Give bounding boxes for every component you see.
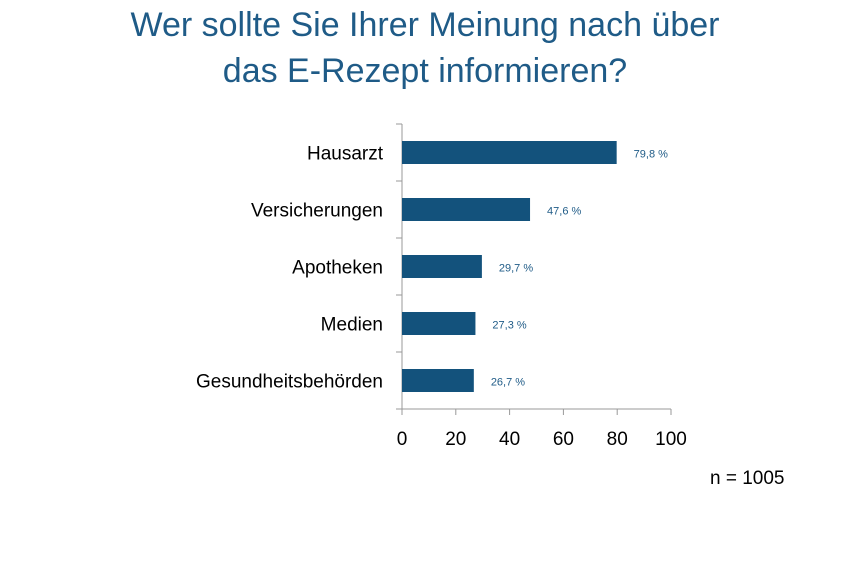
title-line-1: Wer sollte Sie Ihrer Meinung nach über (130, 6, 720, 44)
x-tick-label: 0 (397, 429, 408, 450)
data-label: 79,8 % (634, 149, 668, 161)
bar (402, 312, 476, 335)
data-label: 47,6 % (547, 206, 581, 218)
category-label: Versicherungen (251, 201, 383, 222)
x-tick-label: 60 (553, 429, 574, 450)
bar (402, 369, 474, 392)
x-tick-label: 100 (655, 429, 687, 450)
category-label: Hausarzt (307, 144, 384, 165)
data-label: 26,7 % (491, 377, 525, 389)
category-label: Gesundheitsbehörden (196, 372, 383, 393)
category-label: Apotheken (292, 258, 383, 279)
data-label: 27,3 % (492, 320, 526, 332)
x-tick-label: 80 (607, 429, 628, 450)
x-tick-label: 40 (499, 429, 520, 450)
x-tick-label: 20 (445, 429, 466, 450)
data-label: 29,7 % (499, 263, 533, 275)
category-label: Medien (321, 315, 383, 336)
page-title: Wer sollte Sie Ihrer Meinung nach über d… (0, 2, 850, 94)
sample-size-note: n = 1005 (710, 468, 785, 489)
bar (402, 255, 482, 278)
title-line-2: das E-Rezept informieren? (222, 52, 628, 90)
bar (402, 198, 531, 221)
bar (402, 141, 617, 164)
